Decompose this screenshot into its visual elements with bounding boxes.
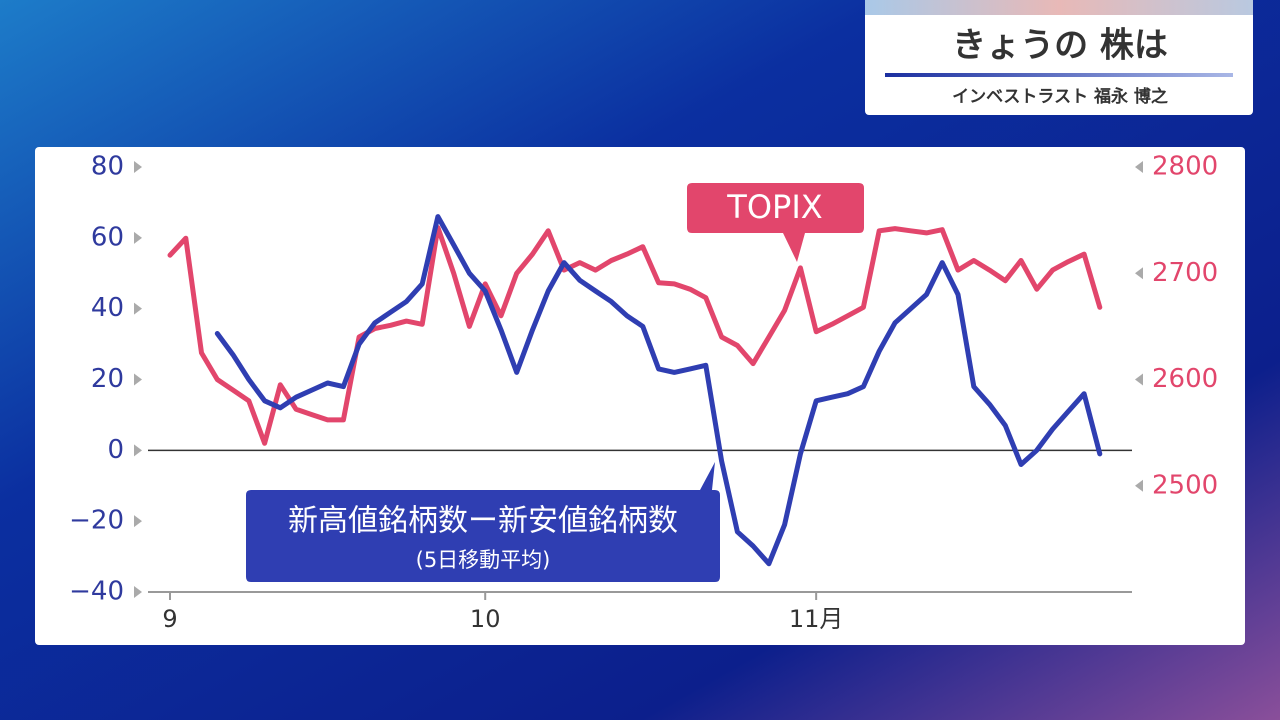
x-tick-label: 10 xyxy=(470,605,501,633)
header-box xyxy=(865,0,1253,115)
y2-tick-label: 2500 xyxy=(1152,470,1218,500)
breadth-sublabel: (5日移動平均) xyxy=(416,548,551,572)
y-tick-label: 20 xyxy=(91,364,124,394)
y2-tick-label: 2600 xyxy=(1152,364,1218,394)
y2-tick-mark xyxy=(1135,479,1143,492)
y2-tick-mark xyxy=(1135,267,1143,280)
y-tick-label: 80 xyxy=(91,152,124,182)
breadth-callout xyxy=(246,462,720,582)
y-tick-label: 40 xyxy=(91,293,124,323)
header-underline xyxy=(885,73,1233,77)
y2-tick-label: 2700 xyxy=(1152,258,1218,288)
y-tick-mark xyxy=(134,444,142,457)
x-tick-label: 11月 xyxy=(789,605,844,633)
y-tick-mark xyxy=(134,586,142,598)
y2-tick-mark xyxy=(1135,161,1143,173)
y-tick-mark xyxy=(134,302,142,315)
topix-label: TOPIX xyxy=(726,188,822,226)
y-tick-label: 0 xyxy=(107,435,124,465)
y-tick-mark xyxy=(134,373,142,386)
y-tick-label: −40 xyxy=(69,577,124,607)
plot: 80 60 40 20 0 −20 −40 2800 2700 2600 2500 9 10 11月 xyxy=(69,152,1218,634)
y2-tick-label: 2800 xyxy=(1152,152,1218,182)
topix-callout xyxy=(687,183,864,262)
y2-tick-mark xyxy=(1135,373,1143,386)
y-tick-label: 60 xyxy=(91,222,124,252)
breadth-label: 新高値銘柄数ー新安値銘柄数 xyxy=(288,504,678,539)
y-tick-mark xyxy=(134,161,142,173)
y-tick-mark xyxy=(134,515,142,528)
y-tick-label: −20 xyxy=(69,506,124,536)
header-title: きょうの 株は xyxy=(952,26,1168,66)
header-strip xyxy=(865,0,1253,15)
series-line xyxy=(167,225,1103,446)
series-line xyxy=(214,214,1103,567)
x-tick-label: 9 xyxy=(162,605,177,633)
y-tick-mark xyxy=(134,231,142,244)
header-presenter: インベストラスト 福永 博之 xyxy=(952,86,1168,107)
